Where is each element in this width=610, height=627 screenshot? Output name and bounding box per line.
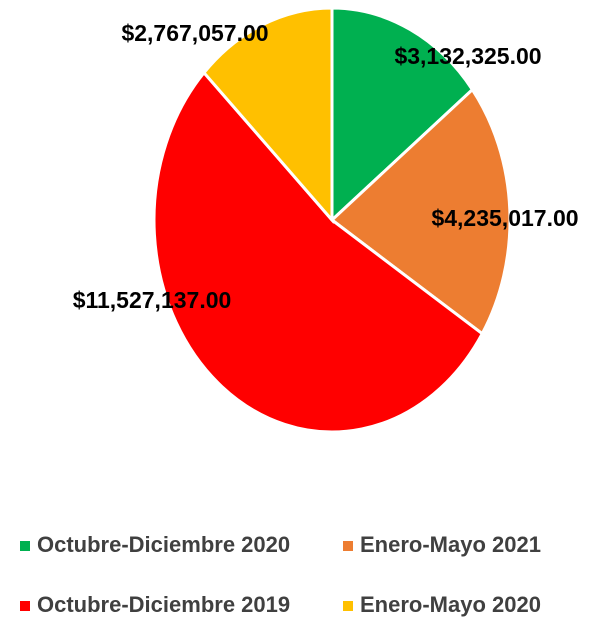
legend-label: Octubre-Diciembre 2020 [37, 532, 290, 557]
data-label: $11,527,137.00 [73, 287, 232, 313]
pie-slice [329, 87, 512, 336]
legend-label: Enero-Mayo 2021 [360, 532, 541, 557]
legend-marker [20, 601, 30, 611]
legend-label: Enero-Mayo 2020 [360, 592, 541, 617]
legend-marker [20, 541, 30, 551]
pie-slice [202, 6, 334, 225]
legend-marker [343, 601, 353, 611]
legend-marker [343, 541, 353, 551]
pie-slice [330, 6, 475, 224]
data-label: $2,767,057.00 [121, 20, 268, 46]
pie-slice [152, 70, 485, 434]
data-label: $3,132,325.00 [394, 43, 541, 69]
data-label: $4,235,017.00 [431, 205, 578, 231]
legend-label: Octubre-Diciembre 2019 [37, 592, 290, 617]
